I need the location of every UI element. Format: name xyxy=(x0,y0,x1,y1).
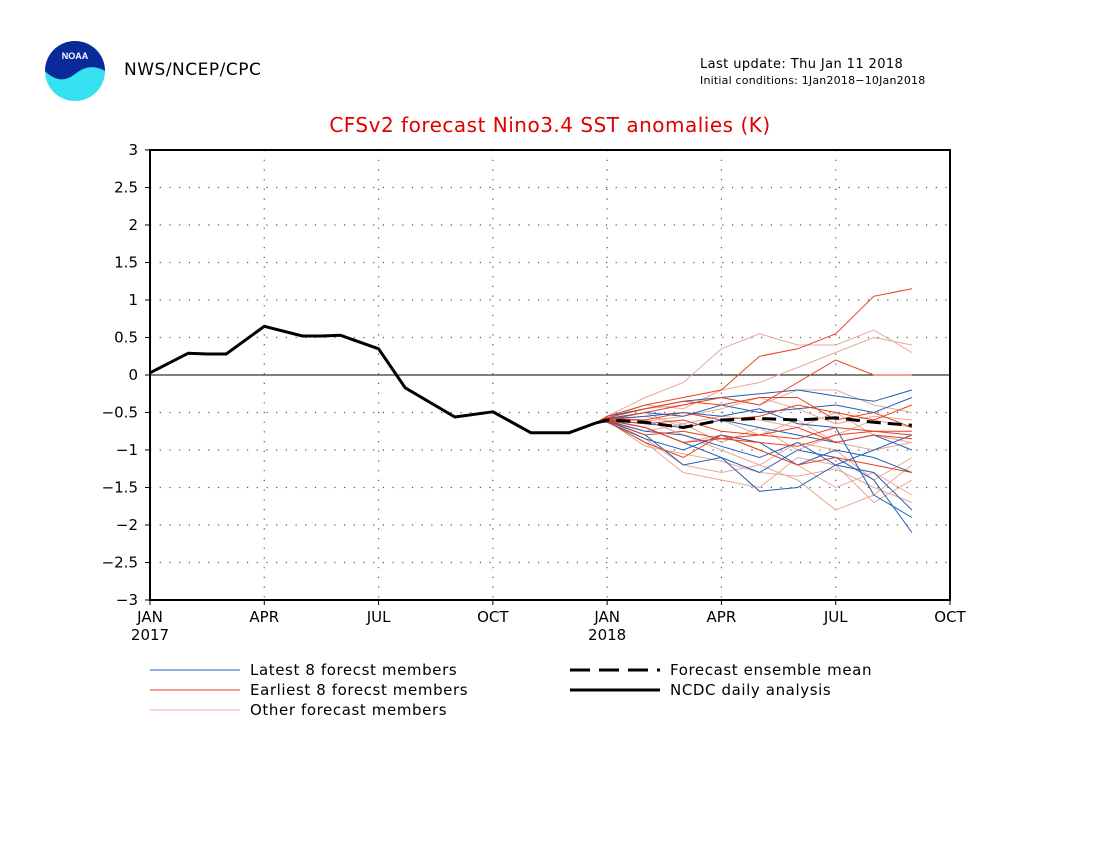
x-tick-label: OCT xyxy=(477,608,509,626)
y-tick-label: 1.5 xyxy=(114,254,138,272)
last-update-label: Last update: Thu Jan 11 2018 xyxy=(700,57,904,72)
latest-member-line xyxy=(595,420,913,466)
x-tick-label: JAN xyxy=(593,608,620,626)
y-tick-label: 1 xyxy=(128,291,138,309)
latest-member-line xyxy=(595,397,913,424)
noaa-logo: NOAA xyxy=(45,41,105,101)
grid-lines xyxy=(145,149,951,605)
ensemble-mean-line xyxy=(595,416,913,430)
main-lines xyxy=(149,324,913,435)
latest-member-line xyxy=(595,389,913,424)
y-tick-label: −2 xyxy=(116,516,138,534)
chart-title: CFSv2 forecast Nino3.4 SST anomalies (K) xyxy=(329,113,771,137)
x-tick-label: JUL xyxy=(366,608,391,626)
y-tick-label: −2.5 xyxy=(102,554,138,572)
legend-latest-label: Latest 8 forecst members xyxy=(250,661,457,679)
initial-conditions-label: Initial conditions: 1Jan2018−10Jan2018 xyxy=(700,74,926,87)
x-tick-label: JUL xyxy=(823,608,848,626)
y-tick-label: −1 xyxy=(116,441,138,459)
earliest-member-line xyxy=(595,420,912,473)
y-tick-labels: 3 2.5 2 1.5 1 0.5 0 −0.5 −1 −1.5 −2 −2.5 −3 xyxy=(102,141,138,609)
y-tick-label: 0.5 xyxy=(114,329,138,347)
y-tick-label: −3 xyxy=(116,591,138,609)
y-tick-label: 2.5 xyxy=(114,179,138,197)
earliest-member-line xyxy=(595,419,912,444)
legend-mean-label: Forecast ensemble mean xyxy=(670,661,872,679)
x-tick-year-label: 2017 xyxy=(131,626,169,644)
latest-member-line xyxy=(595,421,913,473)
earliest-member-line xyxy=(595,359,912,424)
other-member-line xyxy=(595,336,912,424)
y-tick-label: −1.5 xyxy=(102,479,138,497)
earliest-member-line xyxy=(595,288,912,424)
plot-frame xyxy=(149,149,951,601)
x-tick-label: OCT xyxy=(934,608,966,626)
y-tick-label: −0.5 xyxy=(102,404,138,422)
other-member-line xyxy=(595,420,913,503)
x-tick-label: JAN xyxy=(136,608,163,626)
organization-label: NWS/NCEP/CPC xyxy=(124,60,262,80)
other-member-line xyxy=(595,420,913,504)
y-tick-label: 0 xyxy=(128,366,138,384)
other-member-line xyxy=(595,419,913,511)
legend-earliest-label: Earliest 8 forecst members xyxy=(250,681,468,699)
y-tick-label: 2 xyxy=(128,216,138,234)
earliest-member-line xyxy=(595,397,913,428)
legend: Latest 8 forecst members Earliest 8 forec… xyxy=(150,661,872,719)
noaa-logo-text: NOAA xyxy=(62,51,89,61)
analysis-line xyxy=(149,324,597,435)
y-tick-label: 3 xyxy=(128,141,138,159)
legend-other-label: Other forecast members xyxy=(250,701,447,719)
legend-analysis-label: NCDC daily analysis xyxy=(670,681,831,699)
x-tick-year-label: 2018 xyxy=(588,626,626,644)
other-member-line xyxy=(595,329,913,424)
member-lines xyxy=(595,288,913,533)
earliest-member-line xyxy=(595,420,912,447)
x-tick-label: APR xyxy=(249,608,279,626)
x-tick-label: APR xyxy=(707,608,737,626)
other-member-line xyxy=(595,419,913,481)
latest-member-line xyxy=(595,419,913,511)
